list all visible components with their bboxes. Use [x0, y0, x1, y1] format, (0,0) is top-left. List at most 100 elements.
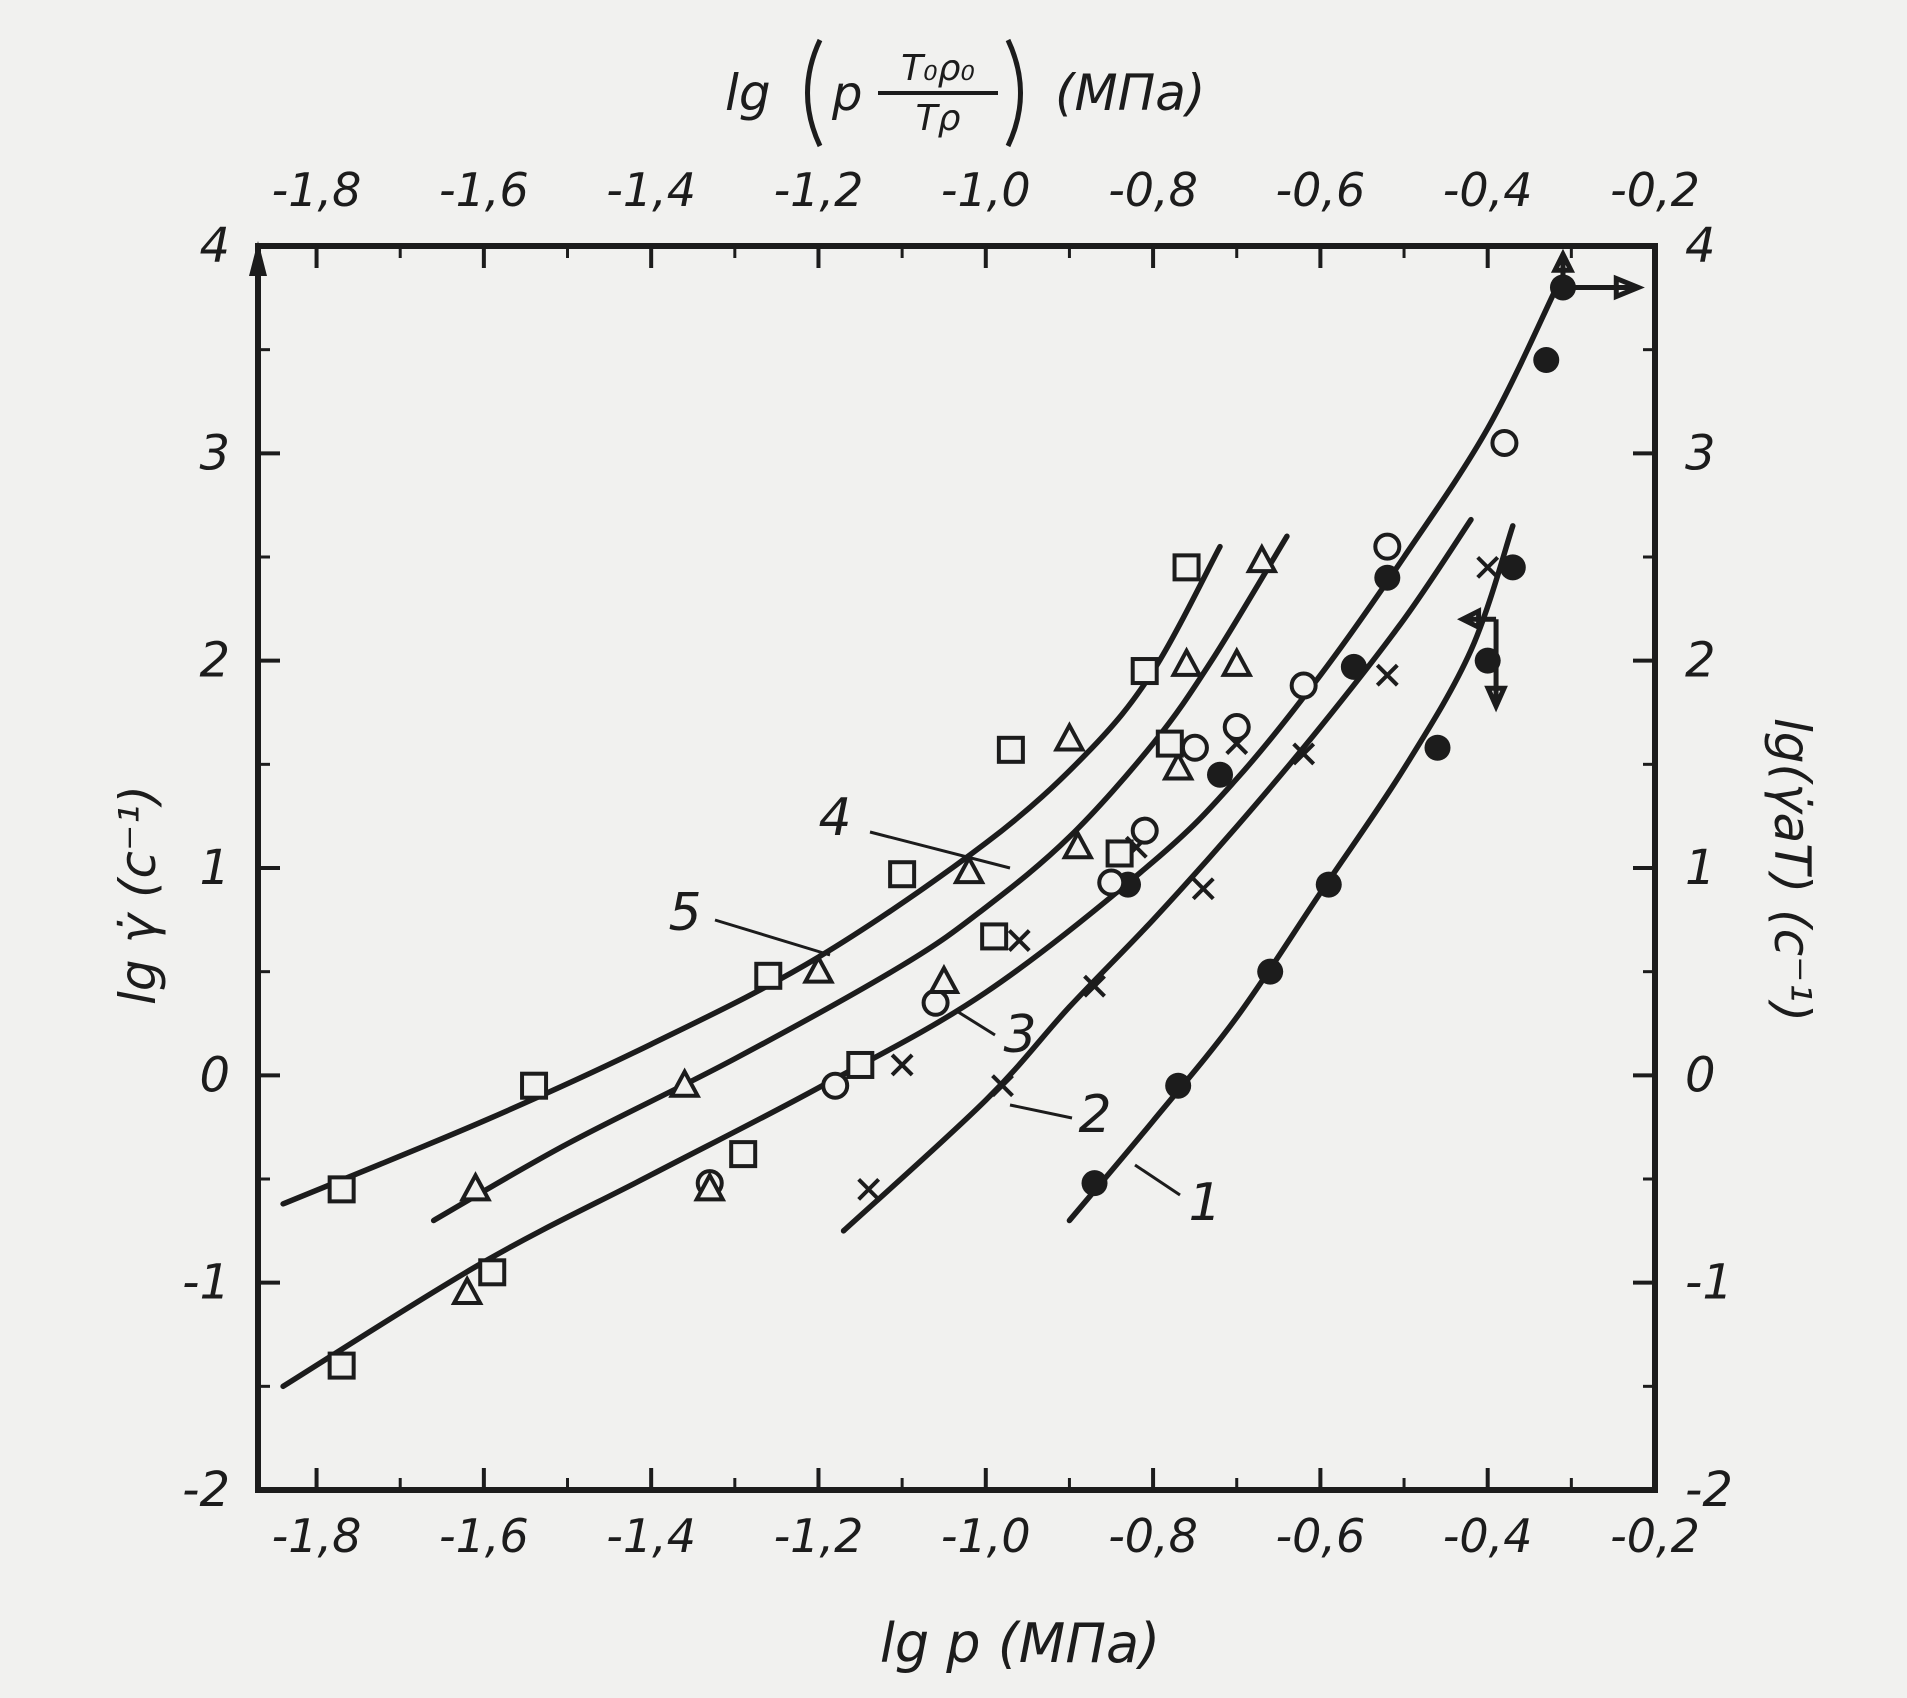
- series-1-point: [1474, 647, 1501, 674]
- top-axis-title-prefix: lg: [725, 64, 771, 122]
- series-3-point: [921, 988, 950, 1017]
- top-axis-tick-label: -1,4: [606, 163, 696, 217]
- series-5-point: [846, 1050, 875, 1079]
- series-4-point: [450, 1274, 484, 1306]
- series-3-point: [1222, 713, 1251, 742]
- top-axis-tick-label: -0,6: [1276, 163, 1366, 217]
- series-4-point: [1061, 829, 1095, 860]
- series-5-point: [980, 922, 1009, 951]
- series-1-point: [1165, 1072, 1192, 1099]
- series-2-point: [890, 1053, 914, 1077]
- series-1-point: [1549, 274, 1576, 301]
- y-tick-label: 1: [199, 840, 230, 896]
- series-3-label: 3: [1003, 1005, 1036, 1065]
- series-2-point: [1292, 742, 1316, 766]
- x-tick-label: -1,2: [774, 1509, 864, 1563]
- top-axis-tick-label: -1,6: [439, 163, 529, 217]
- series-2-point: [1375, 663, 1399, 687]
- top-axis-tick-label: -0,2: [1610, 163, 1700, 217]
- shift-arrow-left: [1457, 607, 1497, 632]
- series-5-point: [996, 735, 1025, 764]
- series-3-point: [1097, 868, 1126, 897]
- series-4-curve: [430, 533, 1290, 1224]
- axis-ticks: -1,8 -1,8 -1,6 -1,6 -1,4 -1,4 -1,2 -1,2 -1,0 -1,0…: [182, 163, 1733, 1563]
- top-axis-title-unit: (МПа): [1055, 64, 1205, 122]
- series-1-point: [1081, 1170, 1108, 1197]
- series-2-point: [1476, 555, 1500, 579]
- series-2-point: [857, 1177, 881, 1201]
- top-axis-title-p: p: [831, 66, 862, 122]
- series-4-point: [1170, 646, 1203, 677]
- series-2-point: [1083, 974, 1106, 998]
- right-axis-tick-label: 3: [1685, 425, 1716, 481]
- top-axis-title-denominator: Tρ: [916, 98, 961, 139]
- series-2-point: [991, 1074, 1014, 1098]
- y-tick-label: 0: [199, 1047, 230, 1103]
- right-axis-title: lg(γ̇aT) (с⁻¹): [1763, 718, 1821, 1022]
- x-tick-label: -1,0: [941, 1509, 1031, 1563]
- series-5-point: [1130, 657, 1159, 686]
- series-1-leader: [1134, 1163, 1181, 1197]
- x-tick-label: -0,2: [1610, 1509, 1700, 1563]
- x-axis-title: lg p (МПа): [880, 1612, 1160, 1675]
- right-axis-tick-label: 1: [1685, 840, 1716, 896]
- series-5-label: 5: [668, 883, 701, 943]
- series-1-point: [1207, 761, 1234, 788]
- series-1-point: [1533, 347, 1560, 374]
- series-4-point: [927, 963, 961, 995]
- top-axis-title-right-paren: [1005, 38, 1023, 148]
- series-5-point: [888, 860, 917, 889]
- series-2-curve: [840, 516, 1474, 1234]
- series-3-point: [1373, 532, 1402, 561]
- series-2-point: [1007, 929, 1031, 952]
- series-5-point: [1155, 729, 1184, 758]
- y-axis-title: lg γ̇ (с⁻¹): [109, 785, 167, 1005]
- series-1-point: [1315, 871, 1342, 898]
- series-4-point: [459, 1171, 492, 1202]
- series-4-point: [668, 1067, 701, 1098]
- top-axis-tick-label: -0,8: [1108, 163, 1198, 217]
- series-2-point: [1191, 877, 1215, 901]
- series-curves: [280, 288, 1558, 1390]
- right-axis-tick-label: -2: [1685, 1462, 1733, 1518]
- series-1-point: [1424, 734, 1451, 761]
- series-4-leader: [869, 830, 1011, 870]
- series-3-curve: [280, 288, 1558, 1390]
- y-tick-label: 4: [199, 218, 230, 274]
- series-5-point: [1172, 553, 1201, 582]
- series-2-leader: [1009, 1103, 1073, 1120]
- top-axis-tick-label: -1,0: [941, 163, 1031, 217]
- series-3-point: [1490, 428, 1519, 457]
- series-5-point: [754, 961, 783, 990]
- y-tick-label: -1: [182, 1255, 230, 1311]
- right-axis-tick-label: 2: [1685, 633, 1716, 689]
- series-4-point: [952, 853, 986, 885]
- top-axis-title-left-paren: [805, 38, 823, 148]
- series-3-leader: [954, 1008, 996, 1037]
- series-5-point: [478, 1258, 507, 1287]
- series-3-point: [1180, 733, 1209, 762]
- top-axis-title: lg: [725, 64, 771, 122]
- series-5-curve: [280, 543, 1223, 1207]
- series-5-point: [520, 1071, 549, 1100]
- series-4-point: [1053, 721, 1086, 752]
- x-tick-label: -1,6: [439, 1509, 529, 1563]
- x-tick-label: -1,8: [272, 1509, 362, 1563]
- top-axis-title-numerator: T₀ρ₀: [901, 48, 975, 89]
- series-4-label: 4: [818, 788, 851, 848]
- series-1-point: [1499, 554, 1526, 581]
- series-5-point: [327, 1175, 356, 1204]
- series-1-label: 1: [1188, 1173, 1221, 1233]
- series-1-point: [1340, 653, 1367, 680]
- y-tick-label: 3: [199, 425, 230, 481]
- series-2-label: 2: [1078, 1085, 1111, 1145]
- y-tick-label: 2: [199, 633, 230, 689]
- right-axis-tick-label: 4: [1685, 218, 1716, 274]
- y-tick-label: -2: [182, 1462, 230, 1518]
- right-axis-tick-label: 0: [1685, 1047, 1716, 1103]
- x-tick-label: -0,4: [1443, 1509, 1533, 1563]
- top-axis-tick-label: -1,8: [272, 163, 362, 217]
- series-1-point: [1374, 564, 1401, 591]
